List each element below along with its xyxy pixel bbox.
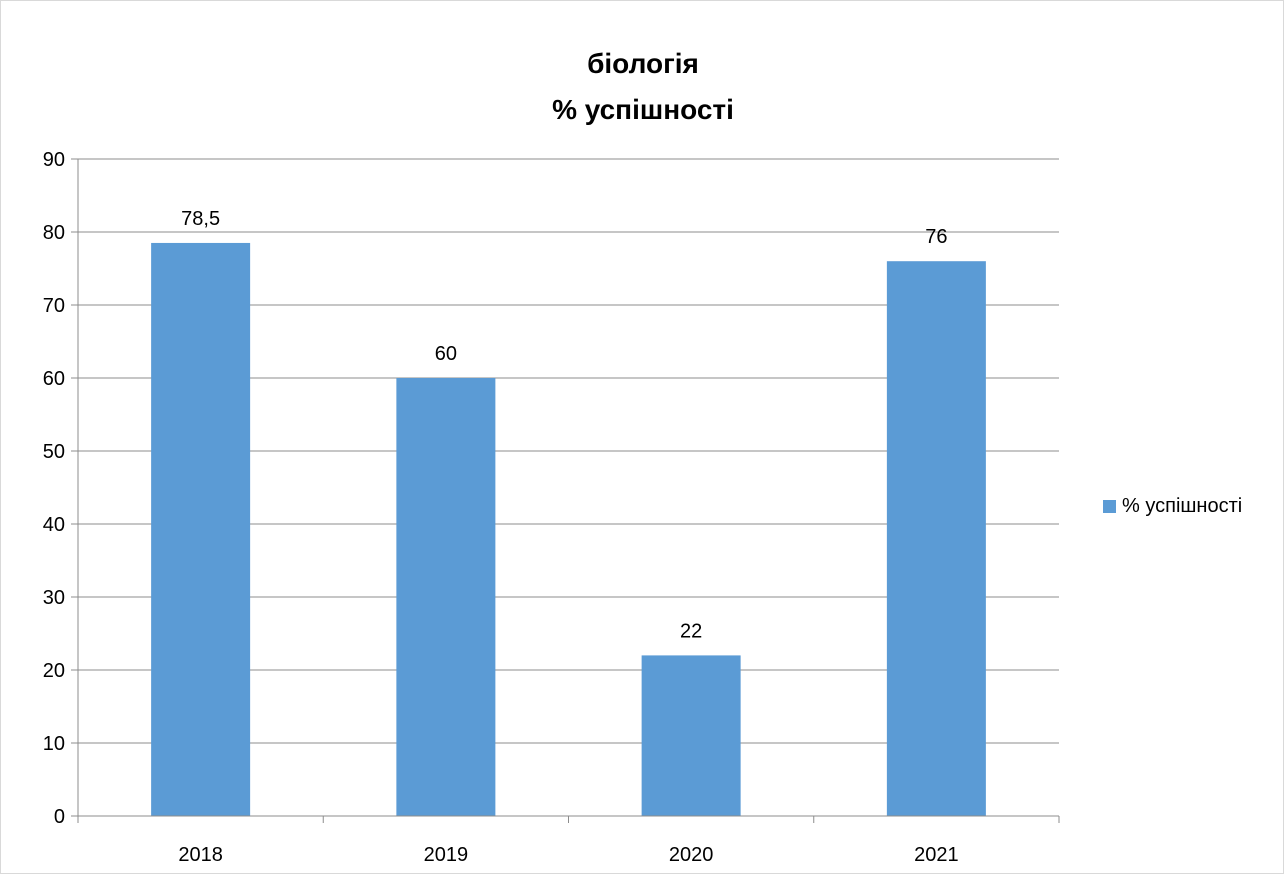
bar: [396, 378, 496, 816]
y-tick-label: 20: [43, 660, 65, 682]
y-tick-label: 80: [43, 222, 65, 244]
data-label: 22: [680, 620, 702, 642]
y-tick-label: 10: [43, 733, 65, 755]
bar: [641, 655, 741, 816]
legend: % успішності: [1103, 495, 1242, 518]
x-tick-label: 2021: [914, 844, 959, 866]
data-label: 60: [435, 343, 457, 365]
y-tick-label: 70: [43, 295, 65, 317]
y-tick-label: 50: [43, 441, 65, 463]
y-tick-label: 0: [54, 806, 65, 828]
legend-swatch: [1103, 500, 1116, 513]
chart-title-line-1: біологія: [587, 48, 699, 79]
y-tick-label: 30: [43, 587, 65, 609]
chart-title-line-2: % успішності: [552, 94, 734, 125]
x-tick-label: 2020: [669, 844, 714, 866]
y-tick-label: 40: [43, 514, 65, 536]
x-tick-label: 2019: [424, 844, 469, 866]
data-label: 78,5: [181, 208, 220, 230]
y-tick-label: 90: [43, 149, 65, 171]
legend-label: % успішності: [1122, 495, 1243, 517]
bar: [151, 242, 251, 816]
x-tick-label: 2018: [178, 844, 223, 866]
data-label: 76: [925, 226, 947, 248]
chart-title: біологія % успішності: [1, 41, 1284, 133]
bar: [886, 261, 986, 816]
y-tick-label: 60: [43, 368, 65, 390]
